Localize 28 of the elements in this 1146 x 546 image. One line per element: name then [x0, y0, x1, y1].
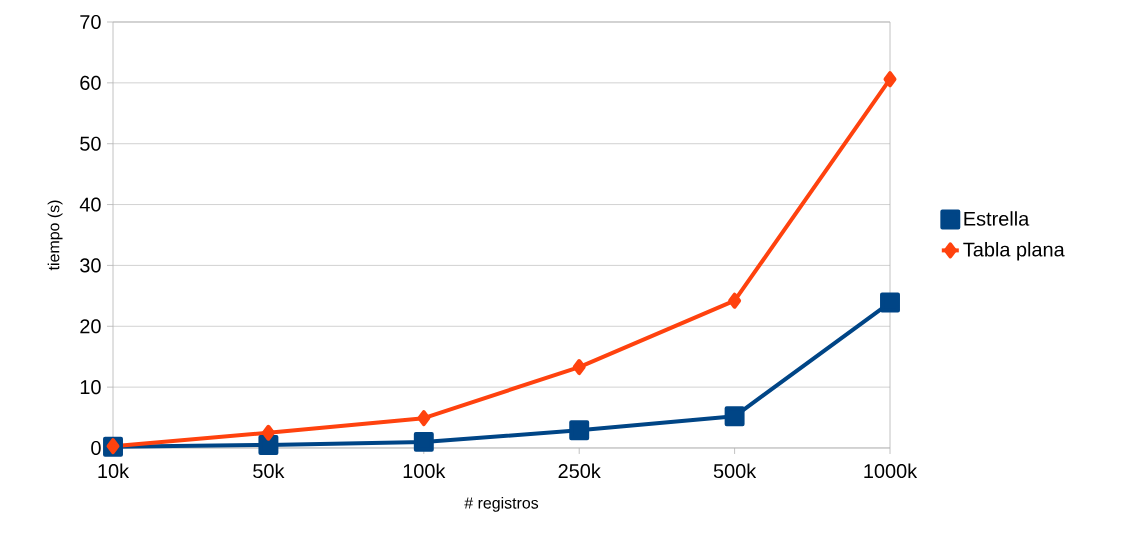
point — [728, 292, 742, 309]
x-tick-label: 100k — [403, 463, 446, 479]
x-axis-title: # registros — [464, 496, 539, 512]
y-tick-label: 50 — [80, 136, 101, 151]
point — [258, 434, 279, 455]
point — [261, 424, 275, 441]
y-tick-label: 30 — [80, 258, 101, 273]
point — [417, 410, 431, 427]
y-tick-label: 20 — [80, 319, 101, 334]
x-tick-label: 1000k — [864, 463, 918, 479]
point — [413, 431, 434, 452]
y-tick-label: 60 — [80, 75, 101, 90]
x-tick-label: 250k — [558, 463, 601, 479]
y-tick-label: 0 — [91, 440, 101, 456]
point — [724, 406, 745, 427]
legend-label: Tabla plana — [963, 241, 1065, 261]
y-tick-label: 40 — [79, 197, 101, 212]
y-tick-label: 10 — [80, 380, 101, 395]
point — [883, 71, 897, 88]
x-tick-label: 10k — [98, 463, 130, 479]
x-tick-label: 50k — [253, 463, 285, 479]
point — [572, 359, 586, 376]
y-tick-label: 70 — [80, 14, 101, 30]
legend-label: Estrella — [964, 211, 1030, 226]
point — [880, 292, 900, 313]
x-tick-label: 500k — [713, 463, 757, 479]
point — [569, 420, 590, 441]
y-axis-title: tiempo (s) — [47, 200, 63, 271]
